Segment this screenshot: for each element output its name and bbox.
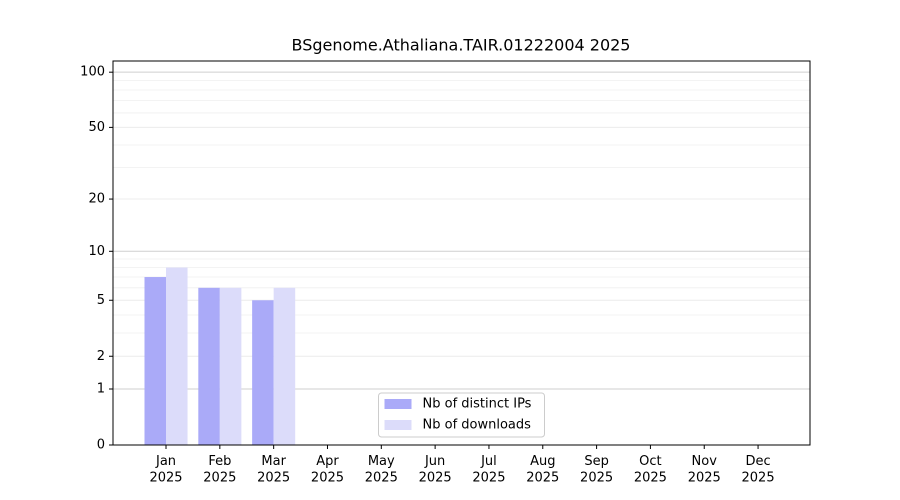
legend-swatch [384,399,412,409]
bar [198,287,220,445]
bar [273,287,296,445]
bar [252,300,274,445]
y-tick-label: 1 [97,382,105,397]
y-tick-label: 10 [88,244,105,259]
x-tick-label: Jun 2025 [419,454,452,485]
x-tick-label: Mar 2025 [257,454,290,485]
y-tick-label: 50 [88,120,105,135]
legend-label: Nb of distinct IPs [423,397,532,412]
x-tick-label: Dec 2025 [742,454,775,485]
legend-label: Nb of downloads [423,418,532,433]
x-tick-label: Aug 2025 [526,454,559,485]
x-tick-label: Jan 2025 [149,454,182,485]
y-tick-label: 20 [88,192,105,207]
x-tick-label: Apr 2025 [311,454,344,485]
x-tick-label: Sep 2025 [580,454,613,485]
y-tick-label: 2 [97,349,105,364]
chart-title: BSgenome.Athaliana.TAIR.01222004 2025 [292,36,631,55]
x-tick-label: May 2025 [365,454,398,485]
bar [144,277,167,445]
bar [219,287,242,445]
y-tick-label: 0 [97,438,105,453]
legend-box [378,392,545,438]
x-tick-label: Feb 2025 [203,454,236,485]
x-tick-label: Jul 2025 [472,454,505,485]
x-tick-label: Nov 2025 [688,454,721,485]
legend-swatch [384,420,412,430]
plot-frame [112,60,811,446]
bar [166,267,188,445]
y-tick-label: 5 [97,293,105,308]
y-tick-label: 100 [80,65,105,80]
legend: Nb of distinct IPs Nb of downloads [378,392,545,438]
x-tick-label: Oct 2025 [634,454,667,485]
